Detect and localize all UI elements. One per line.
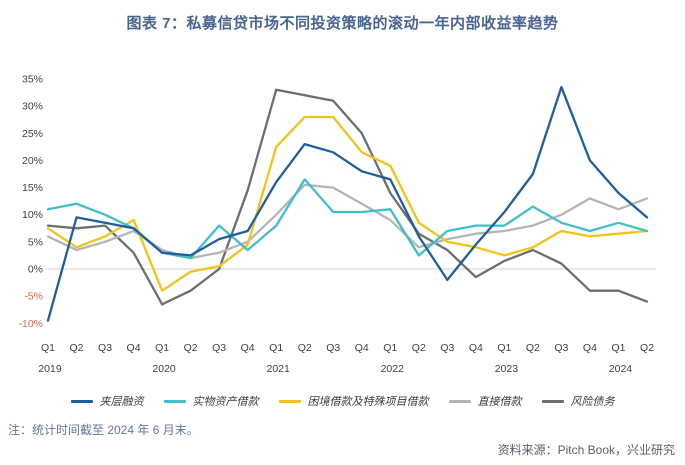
legend-label-real-assets: 实物资产借款	[192, 396, 259, 408]
year-label: 2022	[381, 363, 405, 375]
legend-swatch-direct-lending	[448, 399, 471, 403]
x-tick-label: Q2	[412, 342, 426, 354]
legend-swatch-mezzanine	[70, 399, 93, 403]
year-label: 2019	[38, 363, 62, 375]
year-label: 2020	[152, 363, 176, 375]
data-source: 资料来源：Pitch Book，兴业研究	[497, 443, 675, 457]
year-label: 2024	[609, 363, 633, 375]
y-tick-label: 35%	[22, 73, 43, 85]
x-tick-label: Q1	[497, 342, 511, 354]
x-tick-label: Q1	[41, 342, 55, 354]
x-tick-label: Q1	[269, 342, 283, 354]
x-tick-label: Q3	[98, 342, 112, 354]
x-tick-label: Q3	[554, 342, 568, 354]
x-tick-label: Q4	[241, 342, 255, 354]
year-label: 2021	[267, 363, 291, 375]
series-line-real-assets	[46, 178, 649, 260]
legend-label-venture-debt: 风险债务	[570, 396, 615, 408]
series-line-distressed-special	[46, 115, 649, 292]
x-tick-label: Q4	[127, 342, 141, 354]
x-tick-label: Q2	[526, 342, 540, 354]
x-tick-label: Q3	[440, 342, 454, 354]
legend-swatch-distressed-special	[278, 399, 301, 403]
footnote: 注：统计时间截至 2024 年 6 月末。	[8, 423, 199, 437]
x-tick-label: Q2	[640, 342, 654, 354]
legend-swatch-real-assets	[163, 399, 186, 403]
x-tick-label: Q4	[469, 342, 483, 354]
x-tick-label: Q1	[611, 342, 625, 354]
year-label: 2023	[495, 363, 519, 375]
legend-label-mezzanine: 夹层融资	[99, 396, 144, 408]
series-line-mezzanine	[46, 85, 649, 322]
y-tick-label: 10%	[22, 209, 43, 221]
legend-swatch-venture-debt	[541, 399, 564, 403]
y-tick-label: -5%	[24, 291, 43, 303]
y-tick-label: -10%	[18, 318, 43, 330]
x-tick-label: Q3	[212, 342, 226, 354]
y-tick-label: 5%	[28, 236, 43, 248]
x-tick-label: Q4	[355, 342, 369, 354]
chart-title: 图表 7：私募信贷市场不同投资策略的滚动一年内部收益率趋势	[126, 15, 559, 32]
y-tick-label: 25%	[22, 128, 43, 140]
y-tick-label: 15%	[22, 182, 43, 194]
x-tick-label: Q2	[298, 342, 312, 354]
y-tick-label: 20%	[22, 155, 43, 167]
legend-item-mezzanine: 夹层融资	[70, 393, 144, 409]
chart-legend: 夹层融资 实物资产借款 困境借款及特殊项目借款 直接借款 风险债务	[0, 393, 685, 409]
legend-item-real-assets: 实物资产借款	[163, 393, 259, 409]
line-chart: 35% 30% 25% 20% 15% 10% 5% 0% -5% -10% Q1 Q2 Q3 Q4 Q1 Q…	[18, 73, 656, 375]
x-tick-label: Q2	[70, 342, 84, 354]
legend-label-distressed-special: 困境借款及特殊项目借款	[307, 396, 429, 408]
legend-item-direct-lending: 直接借款	[448, 393, 522, 409]
x-tick-label: Q3	[326, 342, 340, 354]
legend-item-venture-debt: 风险债务	[541, 393, 615, 409]
x-tick-label: Q1	[155, 342, 169, 354]
legend-label-direct-lending: 直接借款	[477, 396, 522, 408]
y-tick-label: 0%	[28, 264, 43, 276]
y-tick-label: 30%	[22, 101, 43, 113]
series-line-venture-debt	[46, 88, 649, 306]
x-tick-label: Q2	[184, 342, 198, 354]
x-tick-label: Q1	[383, 342, 397, 354]
x-tick-label: Q4	[583, 342, 597, 354]
legend-item-distressed-special: 困境借款及特殊项目借款	[278, 393, 429, 409]
